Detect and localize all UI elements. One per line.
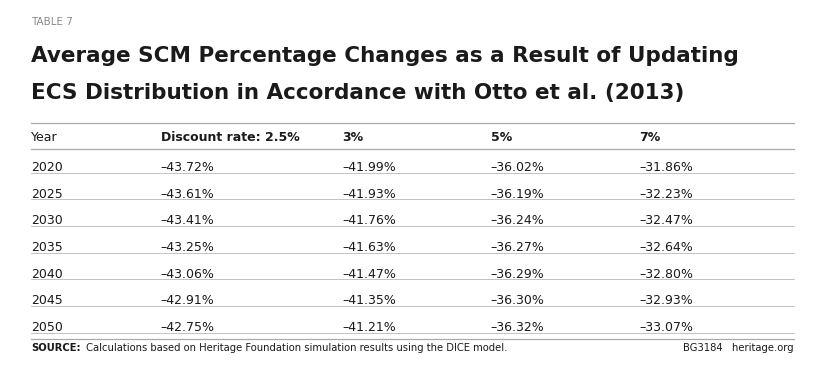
Text: Average SCM Percentage Changes as a Result of Updating: Average SCM Percentage Changes as a Resu… [31, 46, 739, 66]
Text: –33.07%: –33.07% [639, 321, 693, 334]
Text: –32.23%: –32.23% [639, 188, 693, 201]
Text: –36.32%: –36.32% [491, 321, 544, 334]
Text: 2025: 2025 [31, 188, 63, 201]
Text: –43.72%: –43.72% [161, 161, 214, 174]
Text: 2035: 2035 [31, 241, 63, 254]
Text: 5%: 5% [491, 131, 512, 144]
Text: 7%: 7% [639, 131, 661, 144]
Text: –43.06%: –43.06% [161, 268, 214, 280]
Text: 2045: 2045 [31, 294, 63, 307]
Text: –36.02%: –36.02% [491, 161, 544, 174]
Text: –32.64%: –32.64% [639, 241, 693, 254]
Text: –41.63%: –41.63% [342, 241, 396, 254]
Text: –41.99%: –41.99% [342, 161, 396, 174]
Text: –32.47%: –32.47% [639, 214, 693, 227]
Text: 3%: 3% [342, 131, 364, 144]
Text: –43.25%: –43.25% [161, 241, 214, 254]
Text: SOURCE:: SOURCE: [31, 343, 81, 353]
Text: –32.80%: –32.80% [639, 268, 693, 280]
Text: –36.27%: –36.27% [491, 241, 544, 254]
Text: –41.47%: –41.47% [342, 268, 396, 280]
Text: 2040: 2040 [31, 268, 63, 280]
Text: –42.75%: –42.75% [161, 321, 214, 334]
Text: –36.24%: –36.24% [491, 214, 544, 227]
Text: –41.93%: –41.93% [342, 188, 396, 201]
Text: –43.41%: –43.41% [161, 214, 214, 227]
Text: ECS Distribution in Accordance with Otto et al. (2013): ECS Distribution in Accordance with Otto… [31, 83, 685, 103]
Text: BG3184   heritage.org: BG3184 heritage.org [683, 343, 794, 353]
Text: –43.61%: –43.61% [161, 188, 214, 201]
Text: 2050: 2050 [31, 321, 64, 334]
Text: TABLE 7: TABLE 7 [31, 17, 73, 27]
Text: –41.35%: –41.35% [342, 294, 396, 307]
Text: –36.30%: –36.30% [491, 294, 544, 307]
Text: –31.86%: –31.86% [639, 161, 693, 174]
Text: –41.21%: –41.21% [342, 321, 396, 334]
Text: Discount rate: 2.5%: Discount rate: 2.5% [161, 131, 299, 144]
Text: –36.29%: –36.29% [491, 268, 544, 280]
Text: –36.19%: –36.19% [491, 188, 544, 201]
Text: –32.93%: –32.93% [639, 294, 693, 307]
Text: –41.76%: –41.76% [342, 214, 396, 227]
Text: Year: Year [31, 131, 58, 144]
Text: Calculations based on Heritage Foundation simulation results using the DICE mode: Calculations based on Heritage Foundatio… [83, 343, 507, 353]
Text: 2020: 2020 [31, 161, 63, 174]
Text: –42.91%: –42.91% [161, 294, 214, 307]
Text: 2030: 2030 [31, 214, 63, 227]
